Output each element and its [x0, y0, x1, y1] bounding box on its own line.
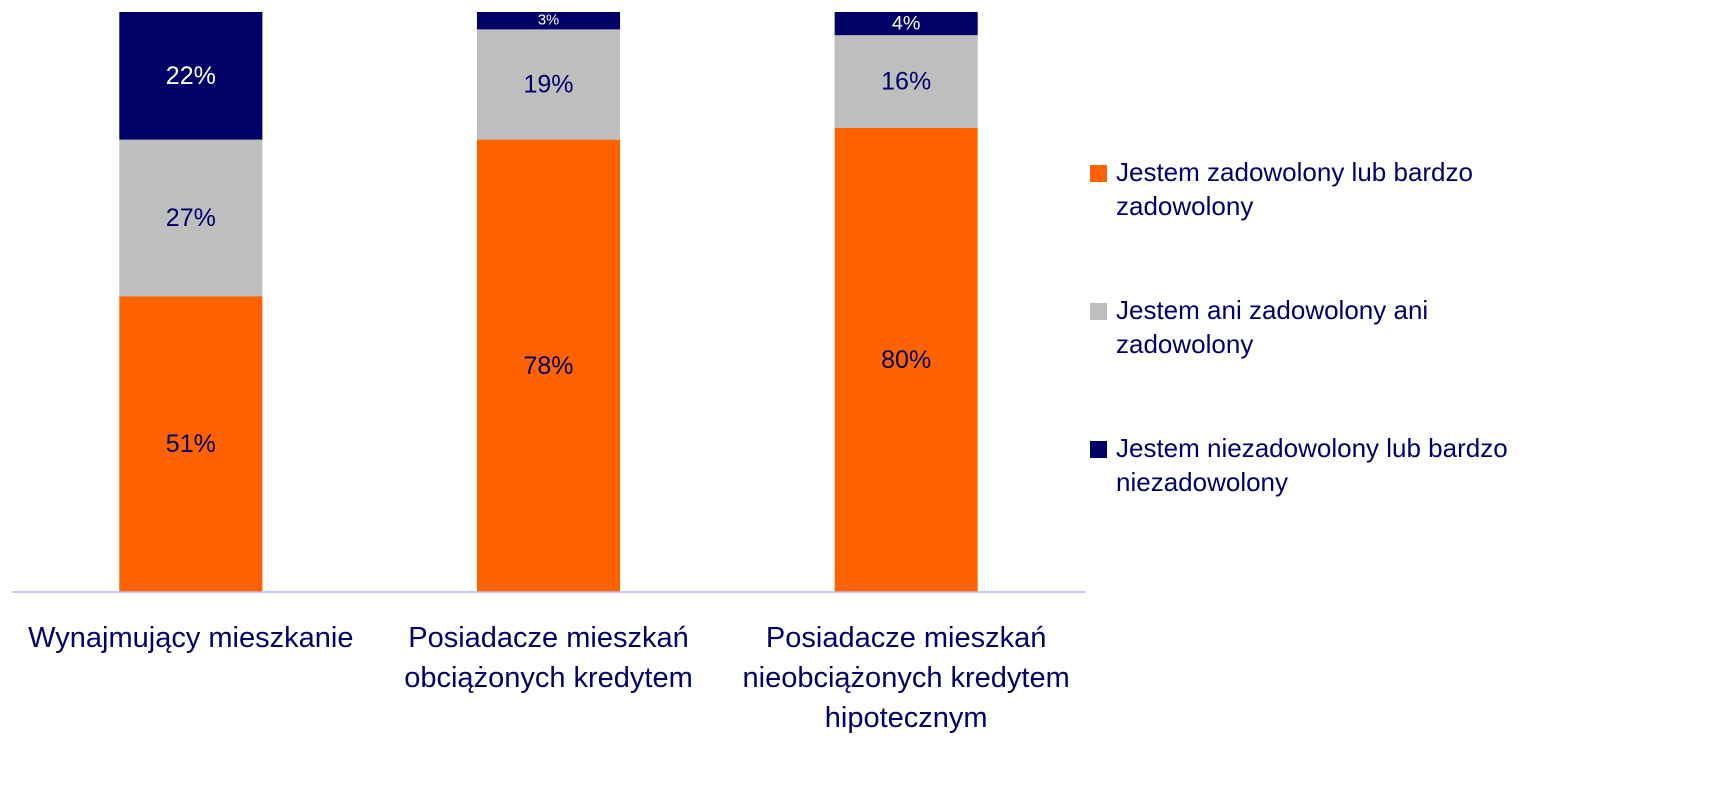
value-label: 51% — [166, 430, 216, 458]
bar-segment — [476, 139, 621, 592]
value-label: 16% — [881, 68, 931, 96]
legend-label: Jestem niezadowolony lub bardzo niezadow… — [1116, 433, 1508, 497]
legend-item: Jestem zadowolony lub bardzo zadowolony — [1090, 155, 1530, 223]
value-label: 78% — [523, 352, 573, 380]
bar-segment — [834, 128, 978, 592]
bar-segment — [834, 35, 978, 129]
bar-segment — [119, 296, 263, 592]
x-tick-label: Posiadacze mieszkań obciążonych kredytem — [404, 622, 693, 694]
legend-label: Jestem zadowolony lub bardzo zadowolony — [1116, 157, 1473, 221]
bar-segment — [119, 12, 263, 140]
legend-item: Jestem niezadowolony lub bardzo niezadow… — [1090, 431, 1530, 499]
legend: Jestem zadowolony lub bardzo zadowolony J… — [1090, 155, 1530, 569]
bar-segment — [119, 139, 263, 297]
legend-item: Jestem ani zadowolony ani zadowolony — [1090, 293, 1530, 361]
value-label: 80% — [881, 346, 931, 374]
value-label: 27% — [166, 204, 216, 232]
legend-swatch — [1090, 303, 1107, 320]
value-label: 3% — [538, 13, 559, 29]
bar-segment — [834, 12, 978, 36]
value-label: 4% — [892, 13, 920, 35]
legend-label: Jestem ani zadowolony ani zadowolony — [1116, 295, 1429, 359]
legend-swatch — [1090, 165, 1107, 182]
bar-segment — [476, 29, 621, 140]
legend-swatch — [1090, 441, 1107, 458]
bar-segment — [476, 12, 621, 30]
value-label: 22% — [166, 62, 216, 90]
value-label: 19% — [523, 71, 573, 99]
x-tick-label: Wynajmujący mieszkanie — [28, 622, 354, 654]
x-tick-label: Posiadacze mieszkań nieobciążonych kredy… — [742, 622, 1070, 734]
